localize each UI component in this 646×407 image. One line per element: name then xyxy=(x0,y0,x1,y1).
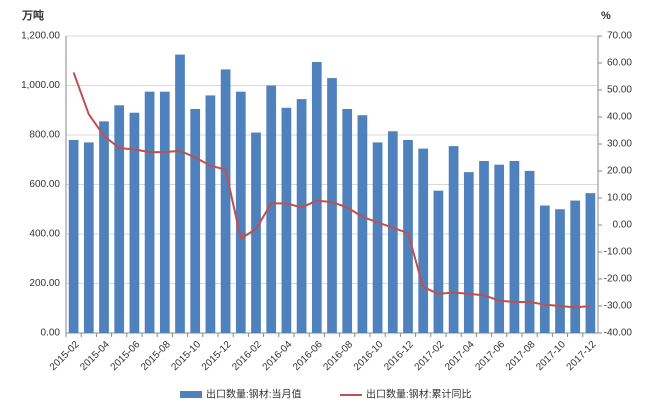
y2-tick-label: 30.00 xyxy=(607,139,632,150)
y2-tick-label: 70.00 xyxy=(607,31,632,42)
y2-tick-label: 20.00 xyxy=(607,166,632,177)
bar xyxy=(220,69,231,333)
bar xyxy=(509,160,520,333)
bar xyxy=(418,148,429,333)
bar xyxy=(479,160,489,333)
bar xyxy=(539,205,550,333)
x-tick-label: 2017-08 xyxy=(504,339,538,373)
x-tick-label: 2017-02 xyxy=(413,339,447,373)
y2-tick-label: -10.00 xyxy=(604,247,633,258)
x-tick-label: 2017-10 xyxy=(534,339,568,373)
bar xyxy=(159,91,170,333)
x-tick-label: 2015-02 xyxy=(48,339,82,373)
bar xyxy=(266,85,277,333)
bar xyxy=(114,105,125,333)
y2-tick-label: -40.00 xyxy=(604,328,633,339)
bar xyxy=(281,107,292,334)
x-tick-label: 2016-06 xyxy=(291,339,325,373)
y2-tick-label: 60.00 xyxy=(607,58,632,69)
y2-tick-label: 50.00 xyxy=(607,85,632,96)
bar xyxy=(494,164,505,333)
bar xyxy=(251,132,261,333)
bar xyxy=(387,131,398,333)
bar xyxy=(83,142,94,333)
y2-tick-label: 40.00 xyxy=(607,112,632,123)
bar xyxy=(433,190,444,333)
x-tick-label: 2016-08 xyxy=(321,339,355,373)
bar xyxy=(68,139,79,333)
y2-axis-label: % xyxy=(601,10,611,22)
y-tick-label: 600.00 xyxy=(29,179,60,190)
y2-tick-label: 0.00 xyxy=(613,220,633,231)
bar xyxy=(129,112,140,333)
bar xyxy=(175,54,185,333)
y2-tick-label: -30.00 xyxy=(604,301,633,312)
bar xyxy=(570,200,581,333)
x-tick-label: 2017-04 xyxy=(443,339,477,373)
x-tick-label: 2015-08 xyxy=(139,339,173,373)
line xyxy=(72,72,591,309)
x-tick-label: 2015-10 xyxy=(169,339,203,373)
bar xyxy=(99,121,109,333)
y2-tick-label: -20.00 xyxy=(604,274,633,285)
y-tick-label: 1,200.00 xyxy=(21,31,60,42)
bar xyxy=(235,91,246,333)
bar xyxy=(585,193,596,333)
x-tick-label: 2016-10 xyxy=(352,339,386,373)
y2-tick-label: 10.00 xyxy=(607,193,632,204)
bar xyxy=(311,61,322,334)
bar xyxy=(342,109,353,333)
legend-swatch xyxy=(180,391,202,398)
x-tick-label: 2017-12 xyxy=(565,339,599,373)
bar xyxy=(357,115,368,333)
y-tick-label: 400.00 xyxy=(29,229,60,240)
x-tick-label: 2016-04 xyxy=(261,339,295,373)
bar xyxy=(190,109,201,333)
y-axis-label: 万吨 xyxy=(21,8,44,22)
bar xyxy=(144,91,155,333)
bar xyxy=(327,78,337,333)
bar xyxy=(372,142,383,333)
legend-label: 出口数量:钢材:累计同比 xyxy=(366,388,472,401)
bar xyxy=(205,95,216,334)
bar xyxy=(463,172,474,333)
x-tick-label: 2017-06 xyxy=(473,339,507,373)
x-tick-label: 2015-04 xyxy=(78,339,112,373)
y-tick-label: 200.00 xyxy=(29,278,60,289)
bar xyxy=(296,99,307,333)
legend-label: 出口数量:钢材:当月值 xyxy=(206,388,302,401)
bar xyxy=(555,209,565,333)
y-tick-label: 0.00 xyxy=(41,328,61,339)
x-tick-label: 2016-12 xyxy=(382,339,416,373)
y-tick-label: 1,000.00 xyxy=(21,80,60,91)
bar xyxy=(448,146,459,333)
bar xyxy=(524,170,535,333)
y-tick-label: 800.00 xyxy=(29,130,60,141)
x-tick-label: 2015-12 xyxy=(200,339,234,373)
x-tick-label: 2016-02 xyxy=(230,339,264,373)
x-tick-label: 2015-06 xyxy=(109,339,143,373)
